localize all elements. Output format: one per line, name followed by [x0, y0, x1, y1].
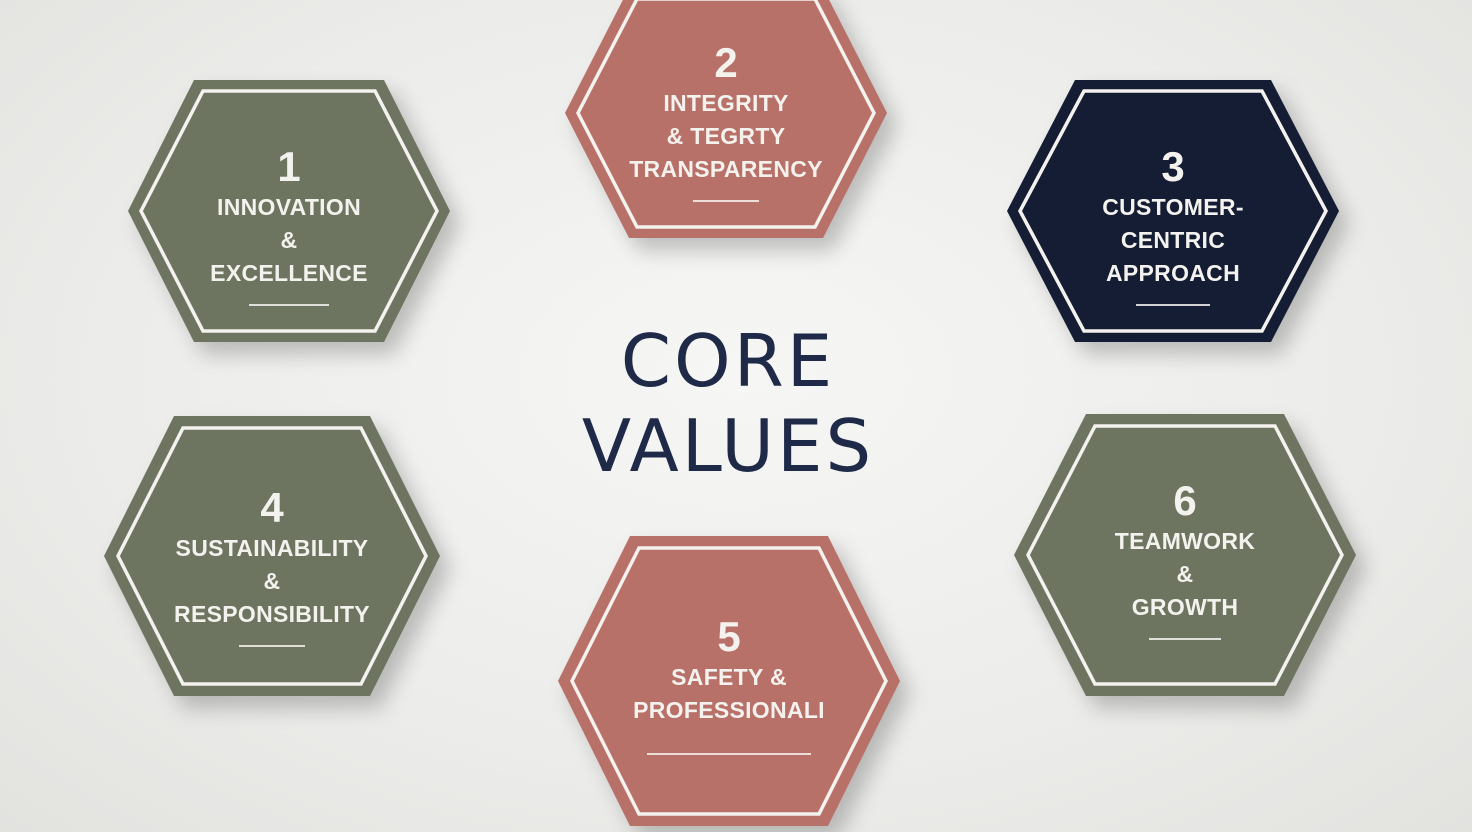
- value-hexagon-6: 6 TEAMWORK & GROWTH: [1014, 414, 1356, 696]
- value-line-1: INTEGRITY: [663, 89, 789, 116]
- value-hexagon-2: 2 INTEGRITY & TEGRTY TRANSPARENCY: [565, 0, 887, 238]
- divider-line: [1149, 637, 1221, 640]
- value-line-3: RESPONSIBILITY: [174, 600, 370, 627]
- value-line-2: &: [280, 226, 298, 253]
- divider-line: [239, 644, 305, 647]
- value-line-1: SAFETY &: [671, 664, 787, 690]
- value-line-2: PROFESSIONALI: [633, 697, 825, 723]
- value-hexagon-5: 5 SAFETY & PROFESSIONALI: [558, 536, 900, 826]
- title-line-2: VALUES: [581, 404, 875, 488]
- value-hexagon-1: 1 INNOVATION & EXCELLENCE: [128, 80, 450, 342]
- title-line-1: CORE: [620, 319, 836, 403]
- value-line-2: &: [263, 567, 281, 594]
- value-number: 5: [717, 613, 741, 660]
- value-hexagon-3: 3 CUSTOMER- CENTRIC APPROACH: [1007, 80, 1339, 342]
- value-line-1: INNOVATION: [217, 193, 361, 220]
- divider-line: [249, 303, 329, 306]
- value-line-2: &: [1176, 560, 1194, 587]
- value-line-1: TEAMWORK: [1114, 527, 1256, 554]
- hexagon-shape: [104, 416, 440, 696]
- value-line-1: SUSTAINABILITY: [175, 534, 369, 561]
- value-line-3: APPROACH: [1105, 259, 1241, 286]
- value-number: 2: [714, 38, 738, 86]
- hexagon-shape: [1014, 414, 1356, 696]
- hexagon-shape: [565, 0, 887, 238]
- hexagon-shape: [1007, 80, 1339, 342]
- value-line-1: CUSTOMER-: [1102, 193, 1244, 220]
- value-number: 3: [1161, 142, 1185, 190]
- value-number: 1: [277, 142, 301, 190]
- hexagon-shape: [128, 80, 450, 342]
- value-hexagon-4: 4 SUSTAINABILITY & RESPONSIBILITY: [104, 416, 440, 696]
- value-line-3: GROWTH: [1131, 593, 1239, 620]
- value-number: 4: [260, 483, 284, 531]
- divider-line: [693, 199, 759, 202]
- hexagon-shape: [558, 536, 900, 826]
- value-line-2: CENTRIC: [1120, 226, 1226, 253]
- divider-line: [1136, 303, 1210, 306]
- value-line-2: & TEGRTY: [666, 122, 786, 149]
- value-line-3: EXCELLENCE: [210, 259, 368, 286]
- value-number: 6: [1173, 476, 1197, 524]
- value-line-3: TRANSPARENCY: [629, 155, 823, 182]
- divider-line: [647, 753, 811, 755]
